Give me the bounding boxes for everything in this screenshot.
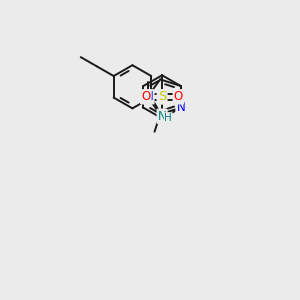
Text: O: O xyxy=(174,90,183,103)
Text: H: H xyxy=(164,113,172,123)
Text: S: S xyxy=(158,90,166,103)
Text: N: N xyxy=(158,110,167,123)
Text: O: O xyxy=(141,90,150,103)
Text: N: N xyxy=(145,90,153,103)
Text: N: N xyxy=(176,101,185,114)
